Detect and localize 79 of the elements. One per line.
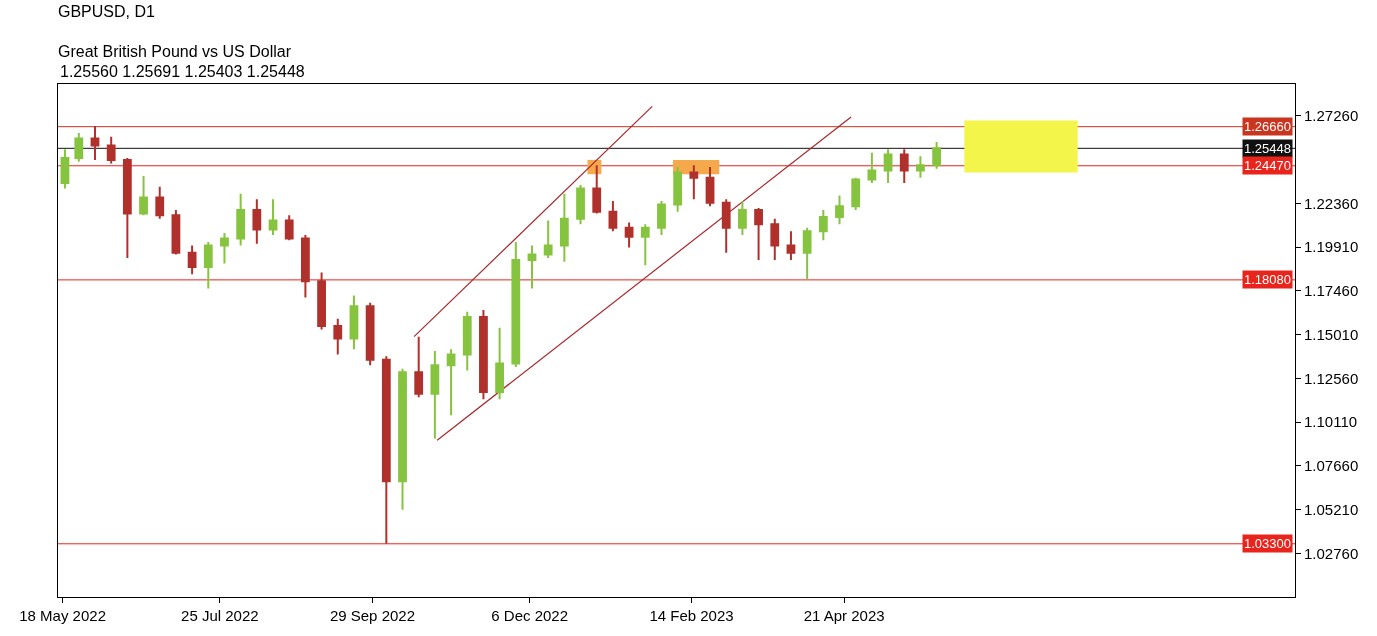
text: 1.25560 1.25691 1.25403 1.25448 — [60, 63, 305, 80]
y-tick-label: 1.12560 — [1304, 369, 1359, 387]
candlestick — [139, 174, 148, 217]
candlestick — [479, 308, 488, 401]
candlestick — [398, 367, 407, 511]
candlestick — [414, 335, 424, 399]
candlestick — [236, 192, 246, 247]
candlestick — [786, 230, 796, 261]
candlestick — [284, 214, 294, 242]
candlestick — [74, 132, 84, 163]
candlestick — [220, 232, 229, 265]
x-tick-label: 29 Sep 2022 — [329, 607, 415, 624]
y-tick-label: 1.10110 — [1304, 413, 1358, 431]
candlestick — [576, 183, 585, 226]
x-tick-label: 25 Jul 2022 — [181, 607, 259, 624]
ref-line-label: 1.03300 — [1244, 536, 1291, 551]
y-tick-label: 1.07660 — [1304, 457, 1359, 475]
candlestick — [155, 185, 165, 220]
candlestick — [608, 199, 618, 233]
candlestick — [90, 124, 100, 161]
candlestick — [203, 241, 213, 290]
ref-line-label: 1.18080 — [1244, 272, 1291, 287]
candlestick — [592, 164, 602, 215]
candlestick — [495, 326, 505, 401]
candlestick — [899, 148, 909, 185]
candlestick — [916, 155, 925, 179]
candlestick — [106, 135, 116, 165]
candlestick — [640, 223, 650, 267]
candlestick — [268, 198, 278, 236]
candlestick — [543, 219, 553, 260]
chart-title: GBPUSD, D1 — [58, 3, 156, 21]
candlestick — [446, 348, 456, 417]
candlestick — [511, 241, 521, 369]
candlestick — [122, 157, 132, 260]
y-tick-label: 1.05210 — [1304, 500, 1359, 518]
x-tick-label: 18 May 2022 — [19, 607, 106, 624]
candlestick — [430, 349, 440, 440]
y-tick-label: 1.17460 — [1304, 282, 1359, 300]
y-tick-label: 1.22360 — [1304, 194, 1359, 212]
x-tick-label: 21 Apr 2023 — [803, 607, 885, 624]
x-tick-label: 14 Feb 2023 — [649, 607, 734, 624]
y-tick-label: 1.19910 — [1304, 238, 1359, 256]
candlestick — [721, 198, 731, 254]
candlestick — [462, 310, 472, 372]
candlestick — [883, 148, 893, 185]
candlestick — [835, 194, 844, 226]
candlestick — [705, 166, 715, 208]
candlestick — [187, 244, 197, 276]
y-tick-label: 1.02760 — [1304, 544, 1359, 562]
candlestick — [867, 151, 877, 185]
ref-line-label: 1.25448 — [1244, 141, 1291, 156]
x-tick-label: 6 Dec 2022 — [491, 607, 569, 624]
candlestick — [381, 355, 391, 545]
y-tick-label: 1.15010 — [1304, 325, 1359, 343]
candlestick — [818, 208, 828, 242]
candlestick — [317, 271, 326, 331]
candlestick — [365, 301, 375, 367]
candlestick — [333, 317, 343, 356]
candlestick — [301, 233, 310, 299]
candlestick — [657, 199, 666, 236]
candlestick — [802, 226, 812, 281]
candlestick — [527, 244, 537, 290]
candlestick — [624, 221, 634, 249]
candlestick — [252, 198, 262, 245]
candlestick — [770, 217, 780, 261]
candlestick — [754, 207, 763, 261]
candlestick — [851, 176, 861, 211]
candlestick — [673, 166, 683, 213]
ref-line-label: 1.26660 — [1244, 119, 1291, 134]
candlestick — [738, 199, 747, 236]
candlestick — [60, 148, 70, 190]
candlestick — [559, 192, 569, 263]
y-tick-label: 1.27260 — [1304, 107, 1359, 125]
ref-line-label: 1.24470 — [1244, 158, 1291, 173]
candlestick — [689, 164, 699, 201]
candlestick — [349, 294, 359, 351]
candlestick — [932, 141, 942, 170]
chart-subtitle: Great British Pound vs US Dollar — [58, 43, 292, 60]
candlestick — [171, 208, 181, 256]
